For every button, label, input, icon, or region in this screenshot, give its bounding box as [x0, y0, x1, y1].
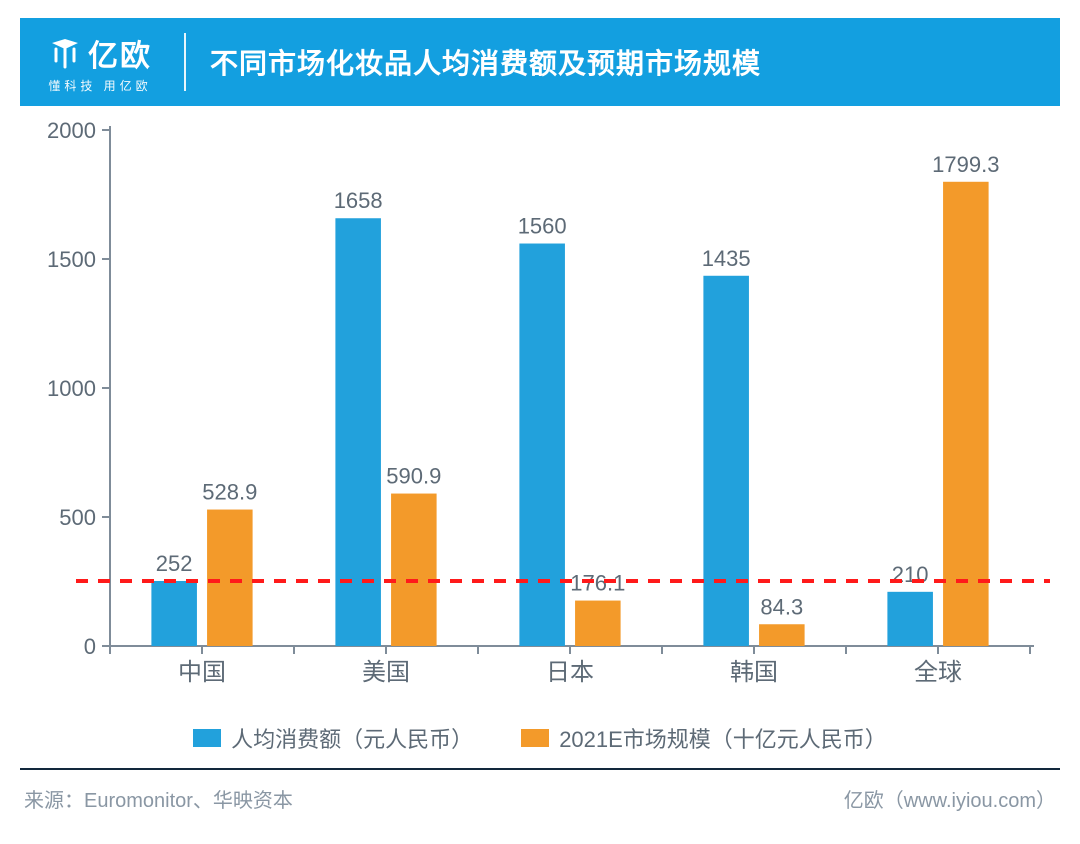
category-label: 全球 [914, 659, 962, 686]
header-divider [184, 33, 186, 91]
bar-value-label: 1658 [334, 188, 383, 213]
logo-tagline: 懂科技 用亿欧 [48, 77, 151, 94]
bar [391, 494, 437, 646]
source-text: 来源：Euromonitor、华映资本 [24, 784, 293, 813]
svg-text:1000: 1000 [47, 376, 96, 401]
legend-swatch [521, 729, 549, 747]
bar-value-label: 1435 [702, 246, 751, 271]
bar-value-label: 252 [156, 551, 193, 576]
svg-text:2000: 2000 [47, 118, 96, 143]
svg-text:500: 500 [59, 505, 96, 530]
bar-value-label: 84.3 [760, 594, 803, 619]
bar-value-label: 590.9 [386, 464, 441, 489]
bar [943, 182, 989, 646]
bar [207, 510, 253, 646]
chart-title: 不同市场化妆品人均消费额及预期市场规模 [210, 42, 761, 82]
bar-value-label: 210 [892, 562, 929, 587]
bar [575, 601, 621, 646]
category-label: 韩国 [730, 659, 778, 686]
legend-label: 2021E市场规模（十亿元人民币） [559, 722, 887, 754]
header-bar: 亿欧 懂科技 用亿欧 不同市场化妆品人均消费额及预期市场规模 [20, 18, 1060, 106]
legend-swatch [193, 729, 221, 747]
category-label: 日本 [546, 659, 594, 686]
bar [887, 592, 933, 646]
bar [759, 624, 805, 646]
footer-bar: 来源：Euromonitor、华映资本 亿欧（www.iyiou.com） [20, 768, 1060, 826]
chart-card: 亿欧 懂科技 用亿欧 不同市场化妆品人均消费额及预期市场规模 0 500 1000 1… [20, 18, 1060, 826]
bar-value-label: 1799.3 [932, 152, 999, 177]
legend-item: 2021E市场规模（十亿元人民币） [521, 722, 887, 754]
brand-credit: 亿欧（www.iyiou.com） [844, 784, 1056, 813]
chart-area: 0 500 1000 1500 2000 252 528.9 中国 1658 590.9 美国 156… [20, 106, 1060, 766]
legend-item: 人均消费额（元人民币） [193, 722, 473, 754]
legend: 人均消费额（元人民币） 2021E市场规模（十亿元人民币） [20, 722, 1060, 754]
bar-value-label: 528.9 [202, 480, 257, 505]
bar [519, 244, 565, 646]
bar-chart: 0 500 1000 1500 2000 252 528.9 中国 1658 590.9 美国 156… [20, 106, 1060, 766]
bar-value-label: 176.1 [570, 571, 625, 596]
category-label: 中国 [178, 659, 226, 686]
logo-icon [48, 37, 82, 69]
logo-name: 亿欧 [88, 31, 152, 75]
brand-logo: 亿欧 懂科技 用亿欧 [20, 18, 180, 106]
svg-text:1500: 1500 [47, 247, 96, 272]
bar-value-label: 1560 [518, 214, 567, 239]
bar [151, 581, 197, 646]
legend-label: 人均消费额（元人民币） [231, 722, 473, 754]
bar [703, 276, 749, 646]
svg-text:0: 0 [84, 634, 96, 659]
category-label: 美国 [362, 659, 410, 686]
